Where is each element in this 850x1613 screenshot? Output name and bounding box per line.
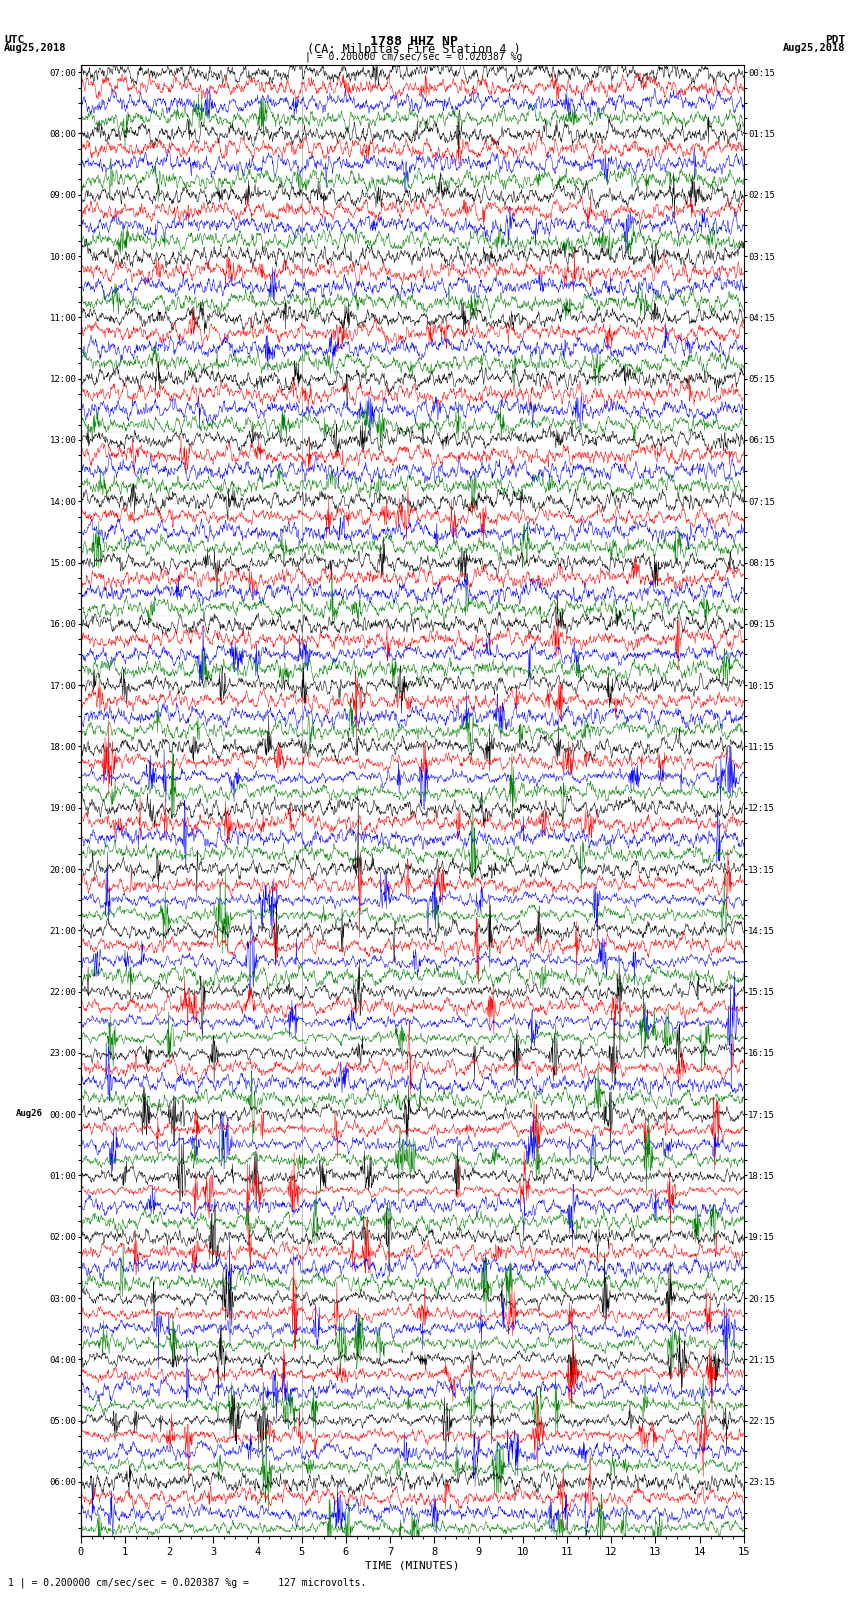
Text: | = 0.200000 cm/sec/sec = 0.020387 %g: | = 0.200000 cm/sec/sec = 0.020387 %g <box>305 52 523 63</box>
Text: 1 | = 0.200000 cm/sec/sec = 0.020387 %g =     127 microvolts.: 1 | = 0.200000 cm/sec/sec = 0.020387 %g … <box>8 1578 367 1587</box>
Text: (CA: Milpitas Fire Station 4 ): (CA: Milpitas Fire Station 4 ) <box>307 44 521 56</box>
X-axis label: TIME (MINUTES): TIME (MINUTES) <box>365 1560 460 1569</box>
Text: Aug25,2018: Aug25,2018 <box>783 44 846 53</box>
Text: Aug25,2018: Aug25,2018 <box>4 44 67 53</box>
Text: Aug26: Aug26 <box>16 1108 43 1118</box>
Text: UTC: UTC <box>4 35 25 45</box>
Text: 1788 HHZ NP: 1788 HHZ NP <box>370 35 458 48</box>
Text: PDT: PDT <box>825 35 846 45</box>
